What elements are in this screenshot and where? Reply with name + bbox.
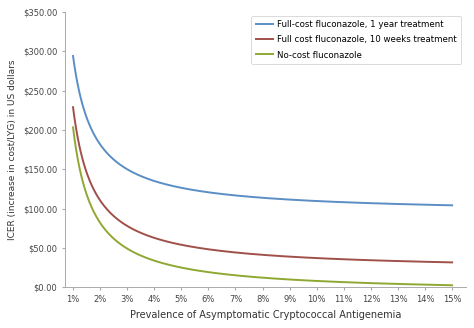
Full cost fluconazole, 10 weeks treatment (296, 255, 301, 259)
No-cost fluconazole (449, 283, 455, 287)
Legend: Full-cost fluconazole, 1 year treatment, Full cost fluconazole, 10 weeks treatme: Full-cost fluconazole, 1 year treatment,… (252, 16, 461, 64)
Full cost fluconazole, 10 weeks treatment (253, 252, 258, 256)
Full cost fluconazole, 10 weeks treatment (275, 254, 281, 258)
Full cost fluconazole, 10 weeks treatment (250, 252, 256, 256)
No-cost fluconazole (250, 275, 256, 279)
Full-cost fluconazole, 1 year treatment (253, 195, 258, 199)
Full cost fluconazole, 10 weeks treatment (70, 105, 76, 109)
Line: Full-cost fluconazole, 1 year treatment: Full-cost fluconazole, 1 year treatment (73, 56, 452, 205)
No-cost fluconazole (381, 281, 387, 285)
Full-cost fluconazole, 1 year treatment (70, 54, 76, 58)
X-axis label: Prevalence of Asymptomatic Cryptococcal Antigenemia: Prevalence of Asymptomatic Cryptococcal … (129, 310, 401, 320)
No-cost fluconazole (296, 278, 301, 282)
Line: No-cost fluconazole: No-cost fluconazole (73, 127, 452, 285)
No-cost fluconazole (70, 125, 76, 129)
Full cost fluconazole, 10 weeks treatment (440, 260, 446, 264)
Full-cost fluconazole, 1 year treatment (440, 203, 446, 207)
Full cost fluconazole, 10 weeks treatment (381, 259, 387, 263)
Full-cost fluconazole, 1 year treatment (296, 198, 301, 202)
Full-cost fluconazole, 1 year treatment (250, 195, 256, 199)
Full-cost fluconazole, 1 year treatment (381, 202, 387, 206)
No-cost fluconazole (275, 277, 281, 281)
Full cost fluconazole, 10 weeks treatment (449, 260, 455, 264)
No-cost fluconazole (253, 275, 258, 279)
Line: Full cost fluconazole, 10 weeks treatment: Full cost fluconazole, 10 weeks treatmen… (73, 107, 452, 262)
Full-cost fluconazole, 1 year treatment (449, 203, 455, 207)
Full-cost fluconazole, 1 year treatment (275, 197, 281, 201)
No-cost fluconazole (440, 283, 446, 287)
Y-axis label: ICER (increase in cost/LYG) in US dollars: ICER (increase in cost/LYG) in US dollar… (9, 59, 18, 240)
